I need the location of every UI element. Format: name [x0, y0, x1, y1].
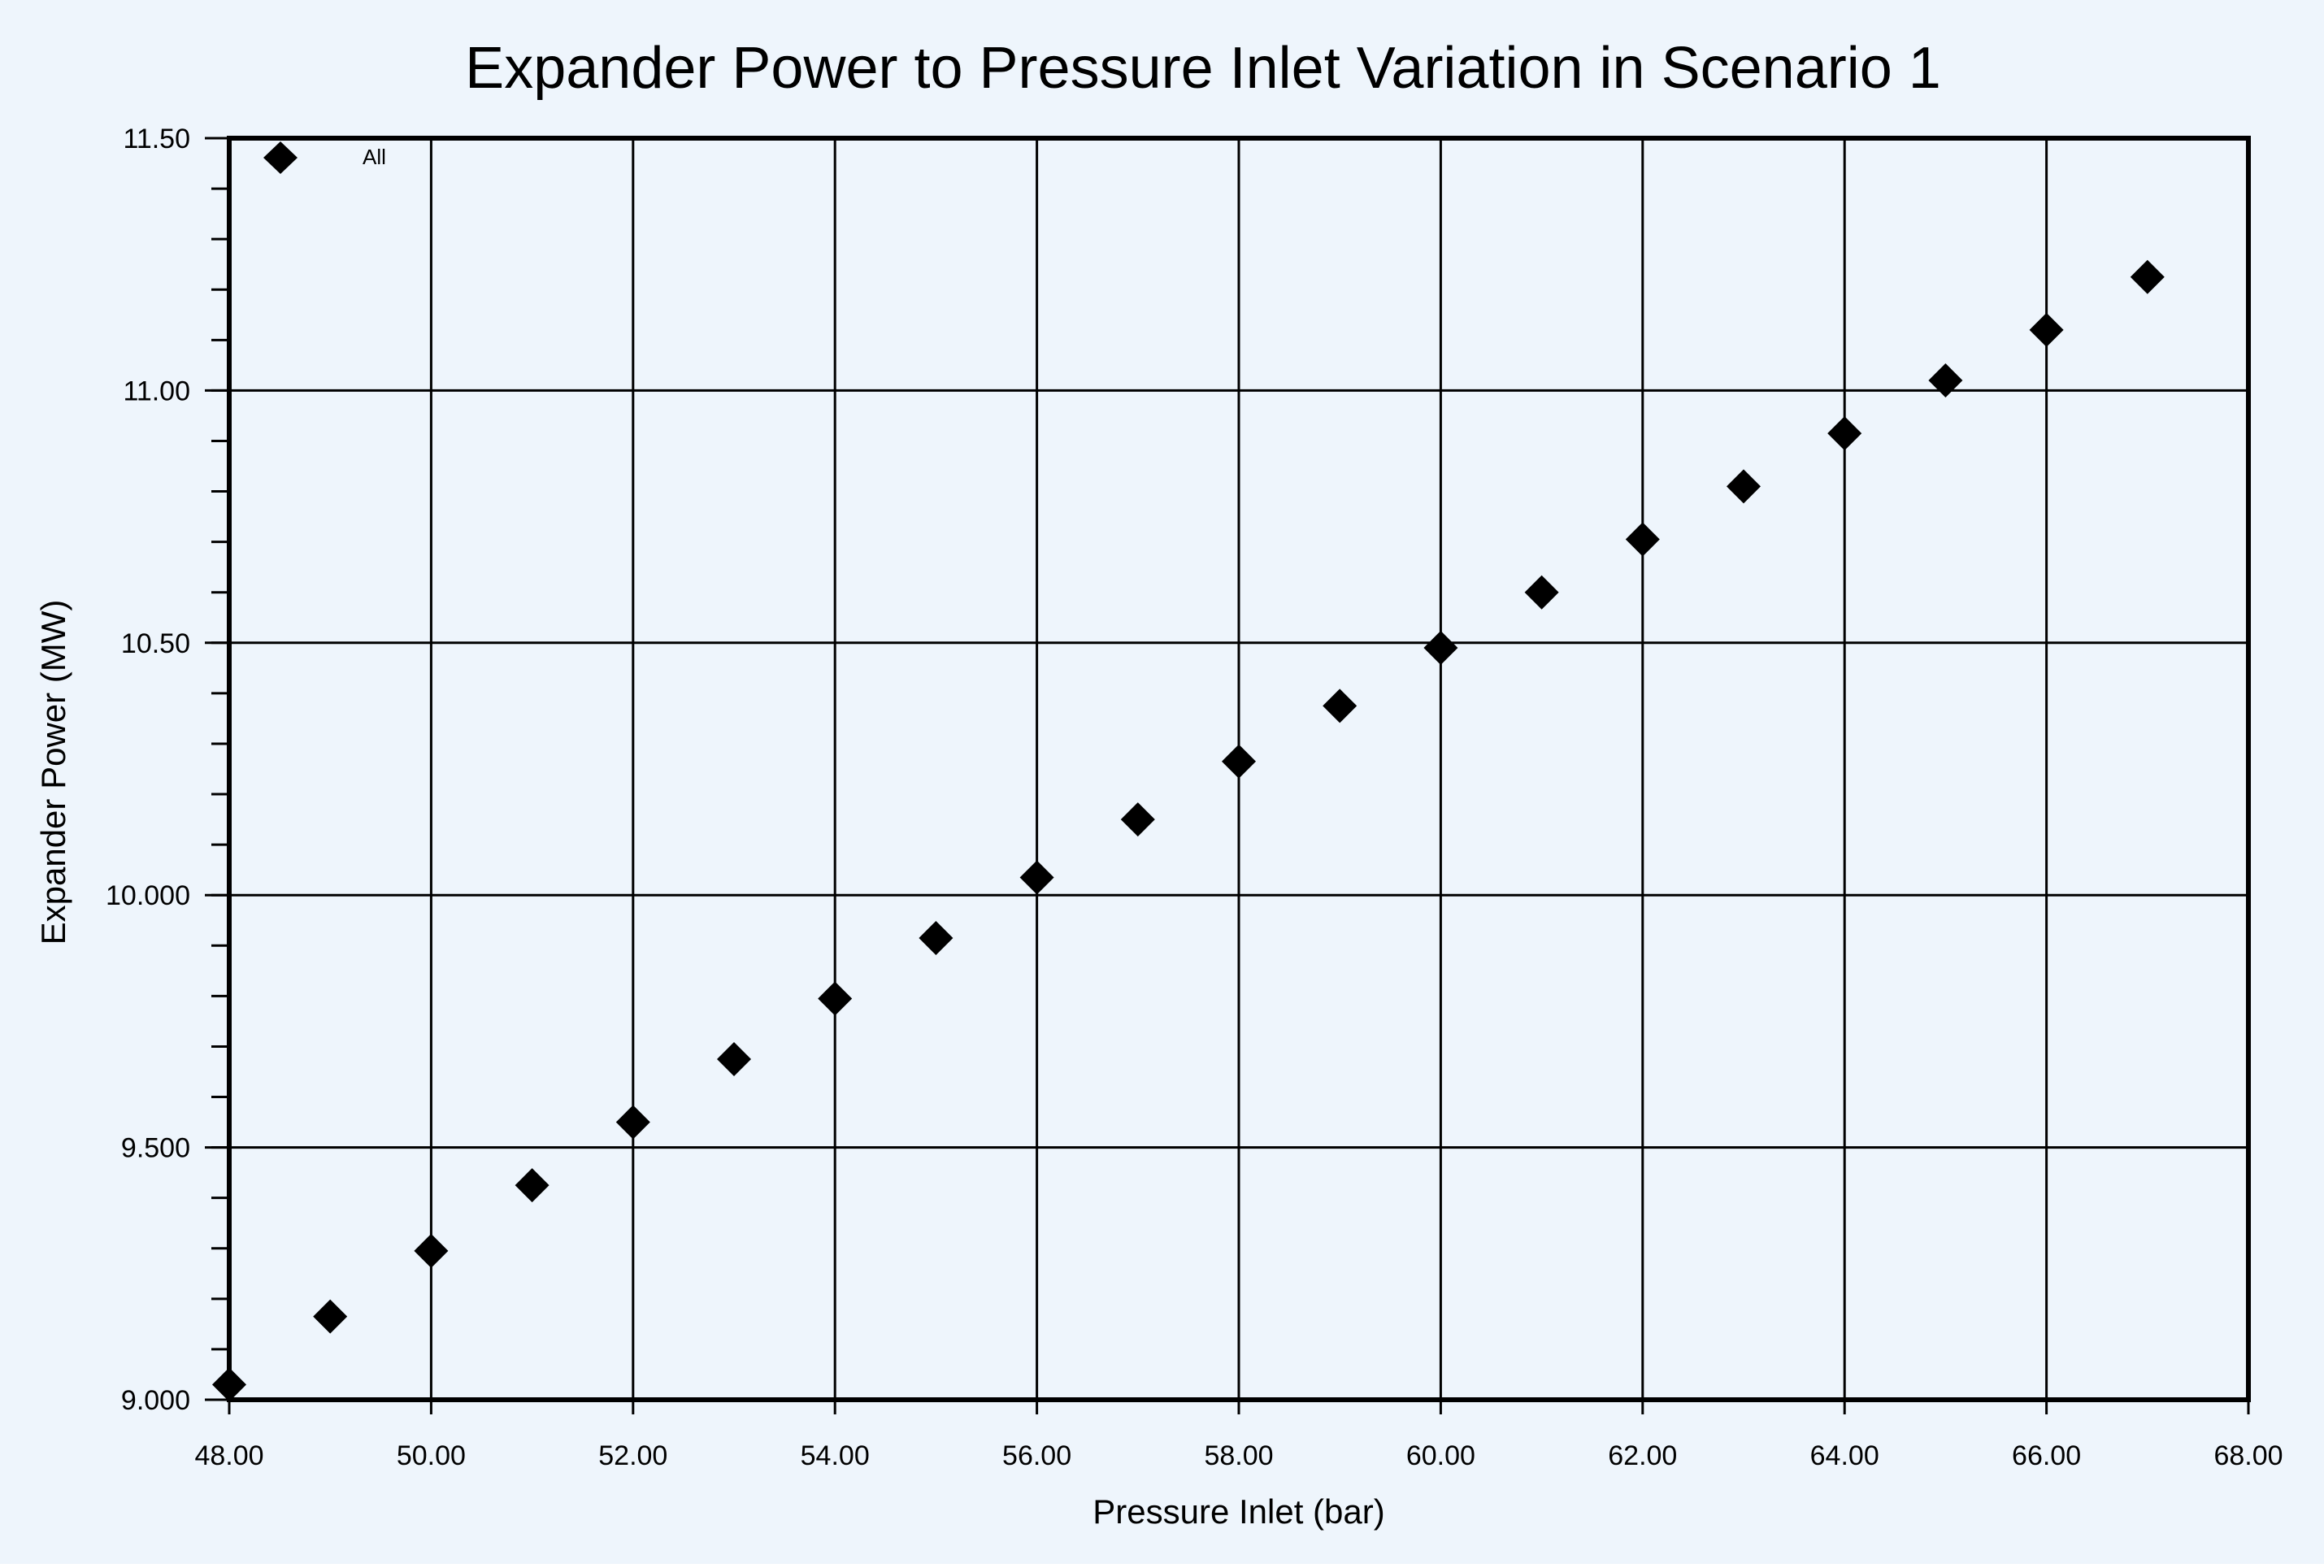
x-tick-label: 50.00: [397, 1440, 466, 1471]
data-point: [919, 920, 953, 955]
x-tick-label: 66.00: [2012, 1440, 2081, 1471]
x-tick-label: 48.00: [194, 1440, 263, 1471]
data-point: [1222, 744, 1256, 779]
x-tick-label: 54.00: [801, 1440, 870, 1471]
chart-title: Expander Power to Pressure Inlet Variati…: [465, 36, 1941, 101]
y-minor-ticks: [205, 137, 2250, 1414]
data-point: [1524, 575, 1559, 610]
x-axis-label: Pressure Inlet (bar): [1092, 1492, 1384, 1531]
data-points: [212, 259, 2165, 1402]
data-point: [414, 1233, 449, 1268]
data-point: [1323, 688, 1357, 723]
legend-label: All: [363, 145, 386, 169]
data-point: [2130, 259, 2165, 294]
y-tick-label: 9.500: [121, 1133, 190, 1164]
x-tick-label: 64.00: [1810, 1440, 1879, 1471]
y-tick-label: 11.50: [123, 124, 190, 154]
legend: All: [263, 141, 386, 174]
y-tick-label: 11.00: [123, 376, 190, 406]
data-point: [1423, 631, 1458, 666]
y-axis-label: Expander Power (MW): [34, 600, 72, 945]
data-point: [313, 1299, 348, 1334]
data-point: [1928, 363, 1963, 397]
x-tick-label: 60.00: [1406, 1440, 1475, 1471]
x-tick-label: 62.00: [1608, 1440, 1677, 1471]
y-tick-label: 9.000: [121, 1385, 190, 1416]
legend-marker-diamond: [263, 141, 298, 174]
x-tick-labels: 48.00 50.00 52.00 54.00 56.00 58.00 60.00 62.00…: [194, 1440, 2283, 1471]
data-point: [1019, 860, 1054, 895]
data-point: [717, 1041, 751, 1076]
data-point: [2029, 312, 2064, 347]
plot-frame: [227, 136, 2251, 1402]
data-point: [818, 981, 853, 1016]
data-point: [1625, 522, 1660, 557]
y-tick-label: 10.50: [121, 628, 190, 659]
data-point: [515, 1168, 550, 1203]
data-point: [615, 1105, 650, 1140]
data-point: [1120, 802, 1155, 837]
data-point: [1727, 469, 1761, 504]
x-tick-label: 52.00: [598, 1440, 667, 1471]
y-tick-labels: 9.000 9.500 10.000 10.50 11.00 11.50: [106, 124, 190, 1416]
y-tick-label: 10.000: [106, 880, 190, 911]
x-tick-label: 58.00: [1204, 1440, 1273, 1471]
data-point: [212, 1367, 246, 1402]
x-tick-label: 68.00: [2213, 1440, 2283, 1471]
data-point: [1827, 416, 1862, 451]
x-tick-label: 56.00: [1002, 1440, 1071, 1471]
